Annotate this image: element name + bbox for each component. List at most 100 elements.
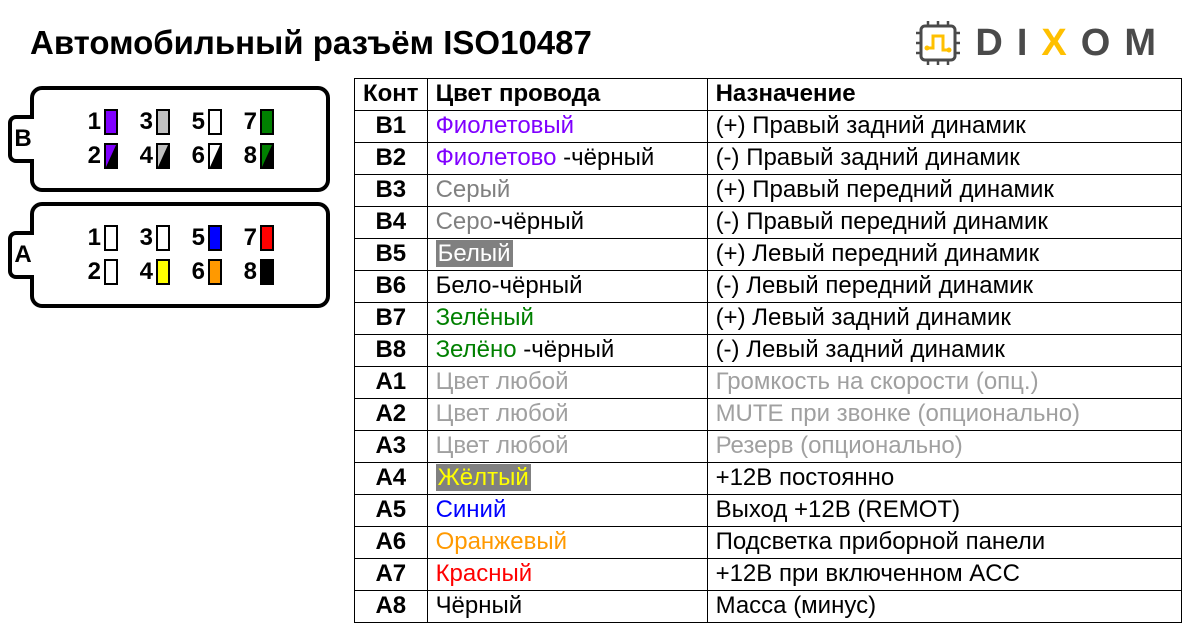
- table-header: Конт: [355, 79, 428, 111]
- pin-id-cell: A8: [355, 591, 428, 623]
- pin-id-cell: B4: [355, 207, 428, 239]
- wire-color-cell: Зелёно -чёрный: [427, 335, 707, 367]
- pin-number: 1: [86, 224, 101, 252]
- table-row: B5Белый(+) Левый передний динамик: [355, 239, 1182, 271]
- pin-marker: [104, 143, 118, 169]
- pin-id-cell: B6: [355, 271, 428, 303]
- pin-marker: [156, 109, 170, 135]
- pin: 8: [242, 258, 274, 286]
- pin-number: 3: [138, 108, 153, 136]
- table-row: B4 Серо-чёрный (-) Правый передний динамик: [355, 207, 1182, 239]
- logo-pre: DI: [975, 22, 1041, 64]
- pin-id-cell: A5: [355, 495, 428, 527]
- pin-number: 5: [190, 224, 205, 252]
- purpose-cell: (-) Левый передний динамик: [707, 271, 1181, 303]
- table-row: A4Жёлтый+12В постоянно: [355, 463, 1182, 495]
- pin: 4: [138, 258, 170, 286]
- color-segment: Синий: [436, 496, 507, 523]
- color-segment: -чёрный: [557, 144, 655, 171]
- table-row: A5 Синий Выход +12В (REMOT): [355, 495, 1182, 527]
- pin-marker: [156, 143, 170, 169]
- wire-color-cell: Цвет любой: [427, 399, 707, 431]
- table-row: B7Зелёный(+) Левый задний динамик: [355, 303, 1182, 335]
- pin-marker: [104, 259, 118, 285]
- purpose-cell: (+) Правый передний динамик: [707, 175, 1181, 207]
- main-content: B13572468A13572468 КонтЦвет проводаНазна…: [0, 78, 1200, 623]
- pin: 5: [190, 108, 222, 136]
- wire-color-cell: Фиолетово -чёрный: [427, 143, 707, 175]
- color-segment: Зелёно: [436, 336, 517, 363]
- purpose-cell: (+) Левый передний динамик: [707, 239, 1181, 271]
- table-header: Назначение: [707, 79, 1181, 111]
- table-row: A6ОранжевыйПодсветка приборной панели: [355, 527, 1182, 559]
- pin: 6: [190, 258, 222, 286]
- pin-id-cell: A4: [355, 463, 428, 495]
- wire-color-cell: Оранжевый: [427, 527, 707, 559]
- pin-number: 2: [86, 142, 101, 170]
- pin: 1: [86, 108, 118, 136]
- color-segment: -чёрный: [491, 272, 582, 299]
- table-row: B3Серый(+) Правый передний динамик: [355, 175, 1182, 207]
- pin-number: 7: [242, 108, 257, 136]
- purpose-cell: Масса (минус): [707, 591, 1181, 623]
- pin-row: 24 68: [46, 258, 314, 286]
- pin-id-cell: B7: [355, 303, 428, 335]
- pin-marker: [260, 259, 274, 285]
- pin: 6: [190, 142, 222, 170]
- color-segment: Серый: [436, 176, 511, 203]
- table-row: A7Красный+12В при включенном ACC: [355, 559, 1182, 591]
- pin-number: 3: [138, 224, 153, 252]
- table-header: Цвет провода: [427, 79, 707, 111]
- pin-row: 1 3 5 7: [46, 108, 314, 136]
- table-row: A1Цвет любойГромкость на скорости (опц.): [355, 367, 1182, 399]
- pin-number: 8: [242, 142, 257, 170]
- table-row: A8ЧёрныйМасса (минус): [355, 591, 1182, 623]
- pin-number: 1: [86, 108, 101, 136]
- pin-number: 5: [190, 108, 205, 136]
- table-row: A2Цвет любойMUTE при звонке (опционально…: [355, 399, 1182, 431]
- wire-color-cell: Зелёный: [427, 303, 707, 335]
- purpose-cell: Громкость на скорости (опц.): [707, 367, 1181, 399]
- color-segment: Цвет любой: [436, 400, 569, 427]
- purpose-cell: (-) Правый передний динамик: [707, 207, 1181, 239]
- pin-id-cell: A6: [355, 527, 428, 559]
- pin-marker: [156, 259, 170, 285]
- purpose-cell: (+) Правый задний динамик: [707, 111, 1181, 143]
- purpose-cell: +12В при включенном ACC: [707, 559, 1181, 591]
- color-segment: Серо: [436, 208, 493, 235]
- pin-id-cell: A7: [355, 559, 428, 591]
- table-row: A3Цвет любойРезерв (опционально): [355, 431, 1182, 463]
- pin: 2: [86, 258, 118, 286]
- color-segment: Цвет любой: [436, 368, 569, 395]
- pin-marker: [156, 225, 170, 251]
- color-segment: -чёрный: [493, 208, 584, 235]
- wire-color-cell: Синий: [427, 495, 707, 527]
- pin: 3: [138, 224, 170, 252]
- wire-color-cell: Чёрный: [427, 591, 707, 623]
- pin-row: 1357: [46, 224, 314, 252]
- table-row: B2Фиолетово -чёрный(-) Правый задний дин…: [355, 143, 1182, 175]
- pin-id-cell: A3: [355, 431, 428, 463]
- connector-block-A: A13572468: [30, 202, 330, 308]
- color-segment: Фиолетовый: [436, 112, 575, 139]
- purpose-cell: Выход +12В (REMOT): [707, 495, 1181, 527]
- color-segment: Зелёный: [436, 304, 534, 331]
- table-row: B6Бело-чёрный(-) Левый передний динамик: [355, 271, 1182, 303]
- pin: 4: [138, 142, 170, 170]
- color-segment: Цвет любой: [436, 432, 569, 459]
- pin-id-cell: B1: [355, 111, 428, 143]
- pin: 5: [190, 224, 222, 252]
- connector-tab: A: [8, 231, 34, 279]
- page-title: Автомобильный разъём ISO10487: [30, 24, 592, 62]
- pin-marker: [208, 109, 222, 135]
- purpose-cell: (-) Правый задний динамик: [707, 143, 1181, 175]
- pin-id-cell: B5: [355, 239, 428, 271]
- logo-accent: X: [1041, 22, 1080, 64]
- pin: 1: [86, 224, 118, 252]
- pin-number: 8: [242, 258, 257, 286]
- pin-number: 4: [138, 258, 153, 286]
- pin-marker: [208, 259, 222, 285]
- logo-text: DIXOM: [975, 22, 1170, 65]
- connector-block-B: B13572468: [30, 86, 330, 192]
- wire-color-cell: Цвет любой: [427, 431, 707, 463]
